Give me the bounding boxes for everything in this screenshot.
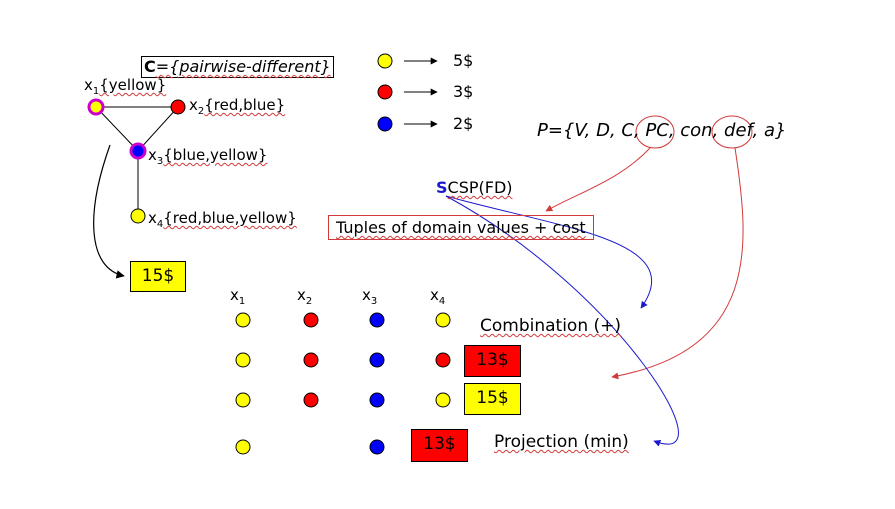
result-arrow (93, 144, 125, 279)
node-var: x (84, 76, 93, 94)
table-cell-dot-r1-x3 (369, 312, 385, 328)
graph-node-x1 (87, 98, 105, 116)
legend-price-yellow: 5$ (453, 51, 474, 70)
pc-highlight-ellipse (635, 115, 675, 149)
legend-price-red: 3$ (453, 82, 474, 101)
node-domain: {red,blue,yellow} (163, 209, 297, 227)
header-var: x (362, 286, 371, 304)
row-4-cost: 13$ (411, 429, 468, 462)
csp-label: SCSP(FD) (436, 178, 513, 197)
table-header-x3: x3 (362, 286, 378, 307)
node-var: x (148, 209, 157, 227)
table-cell-dot-r1-x2 (303, 312, 319, 328)
result-cost-box: 15$ (130, 261, 186, 292)
def-highlight-ellipse (711, 115, 753, 149)
node-index: 1 (92, 86, 100, 97)
projection-label: Projection (min) (494, 432, 629, 452)
node-var: x (189, 96, 198, 114)
node-label-x3: x3{blue,yellow} (148, 146, 268, 167)
table-cell-dot-r3-x3 (369, 392, 385, 408)
legend-price-blue: 2$ (453, 114, 474, 133)
table-cell-dot-r1-x1 (235, 312, 251, 328)
combination-label-text: Combination (+) (480, 316, 622, 336)
table-cell-dot-r2-x1 (235, 352, 251, 368)
node-domain: {blue,yellow} (163, 146, 268, 164)
node-var: x (148, 146, 157, 164)
constraint-text: ={pairwise-different} (155, 57, 331, 76)
node-domain: {yellow} (99, 76, 167, 94)
table-cell-dot-r3-x1 (235, 392, 251, 408)
header-var: x (297, 286, 306, 304)
node-index: 3 (156, 156, 164, 167)
constraint-box: C={pairwise-different} (141, 56, 334, 78)
legend-dot-blue (377, 116, 393, 132)
pc-to-tuples-arrow (545, 147, 651, 212)
table-header-x1: x1 (230, 286, 246, 307)
graph-node-x2 (170, 99, 186, 115)
graph-node-x4 (130, 208, 146, 224)
table-dots (235, 312, 451, 455)
table-cell-dot-r4-x3 (369, 439, 385, 455)
header-index: 3 (370, 296, 378, 307)
csp-label-s: S (436, 178, 448, 197)
header-index: 2 (305, 296, 313, 307)
header-var: x (230, 286, 239, 304)
table-cell-dot-r3-x4 (435, 392, 451, 408)
legend-dot-yellow (377, 53, 393, 69)
graph-node-x3 (129, 142, 147, 160)
node-label-x2: x2{red,blue} (189, 96, 286, 117)
table-header-x2: x2 (297, 286, 313, 307)
node-index: 2 (197, 106, 205, 117)
tuples-box: Tuples of domain values + cost (328, 215, 594, 240)
def-to-combination-arrow (611, 147, 744, 380)
header-index: 4 (438, 296, 446, 307)
row-3-cost: 15$ (464, 383, 521, 415)
csp-to-projection-arrow (445, 195, 679, 447)
projection-label-text: Projection (min) (494, 432, 629, 452)
csp-label-rest: CSP(FD) (447, 178, 513, 197)
node-domain: {red,blue} (204, 96, 286, 114)
table-cell-dot-r2-x3 (369, 352, 385, 368)
table-header-x4: x4 (430, 286, 446, 307)
edge-x2-x3 (137, 106, 179, 152)
header-var: x (430, 286, 439, 304)
table-cell-dot-r3-x2 (303, 392, 319, 408)
combination-label: Combination (+) (480, 316, 621, 336)
node-label-x4: x4{red,blue,yellow} (148, 209, 297, 230)
table-cell-dot-r1-x4 (435, 312, 451, 328)
p-set-label: P={V, D, C, PC, con, def, a} (537, 120, 787, 141)
node-index: 4 (156, 219, 164, 230)
tuples-label: Tuples of domain values + cost (336, 218, 586, 237)
legend-dot-red (377, 84, 393, 100)
constraint-prefix: C (144, 57, 156, 76)
row-2-cost: 13$ (464, 345, 521, 377)
table-cell-dot-r2-x4 (435, 352, 451, 368)
csp-to-combination-arrow (445, 195, 653, 309)
edge-x1-x3 (95, 106, 139, 152)
table-cell-dot-r4-x1 (235, 439, 251, 455)
node-label-x1: x1{yellow} (84, 76, 167, 97)
header-index: 1 (238, 296, 246, 307)
table-cell-dot-r2-x2 (303, 352, 319, 368)
